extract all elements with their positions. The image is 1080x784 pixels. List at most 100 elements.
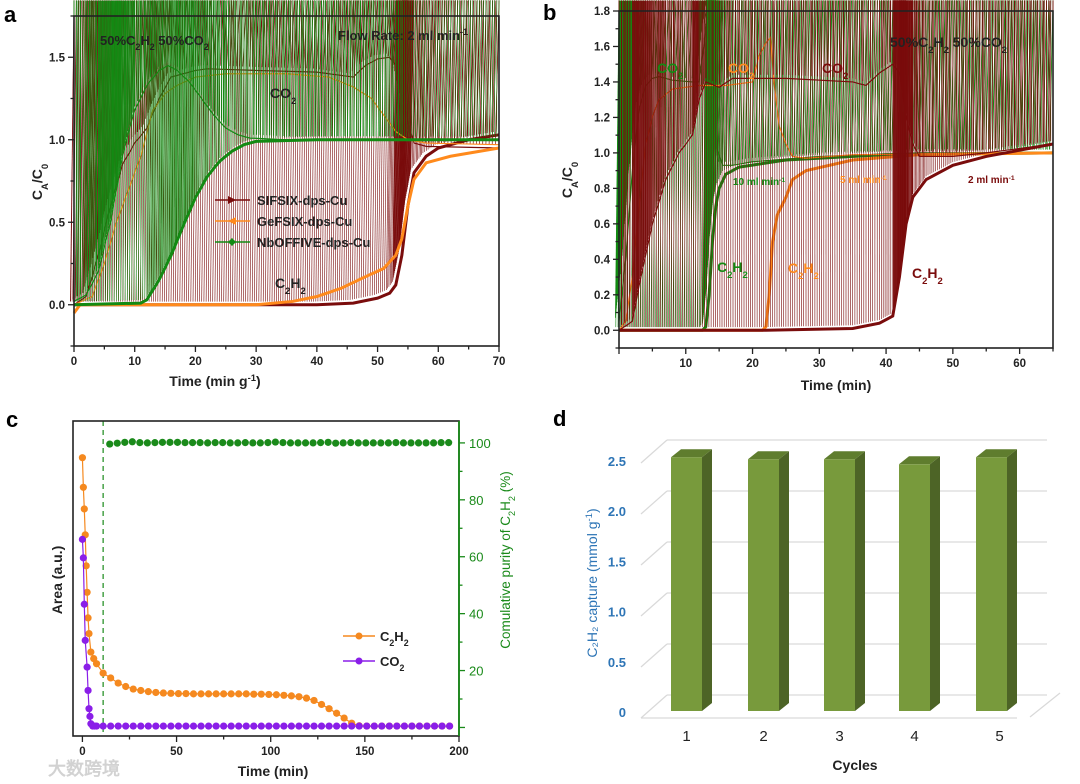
x-tick-label: 70 [493,356,506,368]
data-point-marker [223,0,228,302]
gridline-side [640,490,668,515]
y-tick-label: 1.2 [594,112,610,124]
data-point-marker [966,0,970,151]
gridline-side [640,643,668,668]
data-point-marker [371,0,376,296]
data-point-marker [208,0,212,302]
data-point-marker [404,0,409,203]
data-point-marker [269,0,274,302]
y-tick-label: 1.5 [608,554,626,569]
data-point-marker [429,0,434,149]
data-point [264,439,272,447]
data-point [286,439,295,447]
data-point [280,722,288,730]
data-point [219,439,227,447]
data-point-marker [433,0,437,147]
y-tick-label: 1.4 [594,77,611,89]
data-point [227,722,235,730]
data-point-marker [418,0,423,159]
data-point [301,439,310,447]
data-point [445,722,454,730]
right-axis-label-c: Comulative purity of C2H2 (%) [498,471,517,649]
legend-label-gefsix: GeFSIX-dps-Cu [257,214,352,229]
data-point [422,439,430,447]
data-point-marker [374,0,378,295]
data-point-marker [876,0,882,151]
data-point [310,722,318,730]
data-point [226,439,234,447]
data-point [92,722,101,730]
data-point [414,439,423,447]
data-point-marker [324,0,328,302]
data-point [114,722,122,730]
x-tick-label: 60 [1013,358,1026,370]
x-tick-label: 30 [813,358,826,370]
bar-front [976,457,1007,711]
data-point [80,505,88,513]
data-point [438,722,446,730]
data-point-marker [937,0,943,150]
data-point-marker [151,0,155,302]
data-point [83,663,91,671]
data-point [325,705,333,713]
bar-cycle-5 [976,449,1017,711]
data-point-marker [260,0,265,302]
right-y-tick-label: 40 [469,607,483,622]
x-tick-label: 0 [79,746,85,758]
data-point-marker [405,0,410,199]
data-point-marker [491,0,496,133]
data-point [393,722,401,730]
data-point [437,439,445,447]
x-axis-label-d: Cycles [832,757,877,773]
data-point [87,648,95,656]
data-point [196,439,204,447]
data-point-marker [278,0,283,302]
data-point-marker [753,0,758,162]
y-tick-label: 1.6 [594,41,610,53]
data-point [378,722,386,730]
data-point-marker [304,0,309,302]
annotation-co2-2: CO2 [822,60,848,82]
data-point-marker [146,0,151,302]
data-point-marker [236,0,241,302]
data-point [257,722,265,730]
data-point-marker [227,0,232,302]
data-point-marker [83,0,88,302]
y-tick-label: 0.2 [594,290,610,302]
data-point-marker [409,0,414,175]
data-point-marker [789,0,795,155]
data-point [211,439,219,447]
data-point-marker [343,0,348,301]
data-point [128,438,136,446]
data-point [174,722,183,730]
y-tick-label: 0.5 [608,655,626,670]
data-point [136,439,144,447]
bar-top [671,449,712,458]
data-point [295,693,303,701]
annotation-c2h2-a: C2H2 [275,275,306,297]
right-y-tick-label: 80 [469,493,483,508]
data-point-marker [365,0,370,297]
data-point [340,722,348,730]
data-point [295,722,303,730]
legend-marker-gefsix [228,217,236,225]
x-tick-label: 0 [71,356,77,368]
data-point [144,688,152,696]
data-point [309,439,317,447]
data-point [227,690,235,698]
data-point [92,660,101,668]
data-point-marker [258,0,263,302]
data-point-marker [276,0,280,302]
x-tick-label: 200 [449,746,468,758]
data-point [106,440,114,448]
data-point-marker [463,0,468,144]
data-point [363,722,371,730]
x-tick-label: 20 [189,356,202,368]
annotation-rate-2: 2 ml min-1 [968,175,1015,187]
x-tick-label: 60 [432,356,445,368]
data-point-marker [719,0,724,178]
annotation-c2h2-10: C2H2 [717,259,748,281]
data-point [257,690,265,698]
annotation-flow-rate: Flow Rate: 2 ml min-1 [338,27,468,43]
data-point-marker [828,0,832,155]
